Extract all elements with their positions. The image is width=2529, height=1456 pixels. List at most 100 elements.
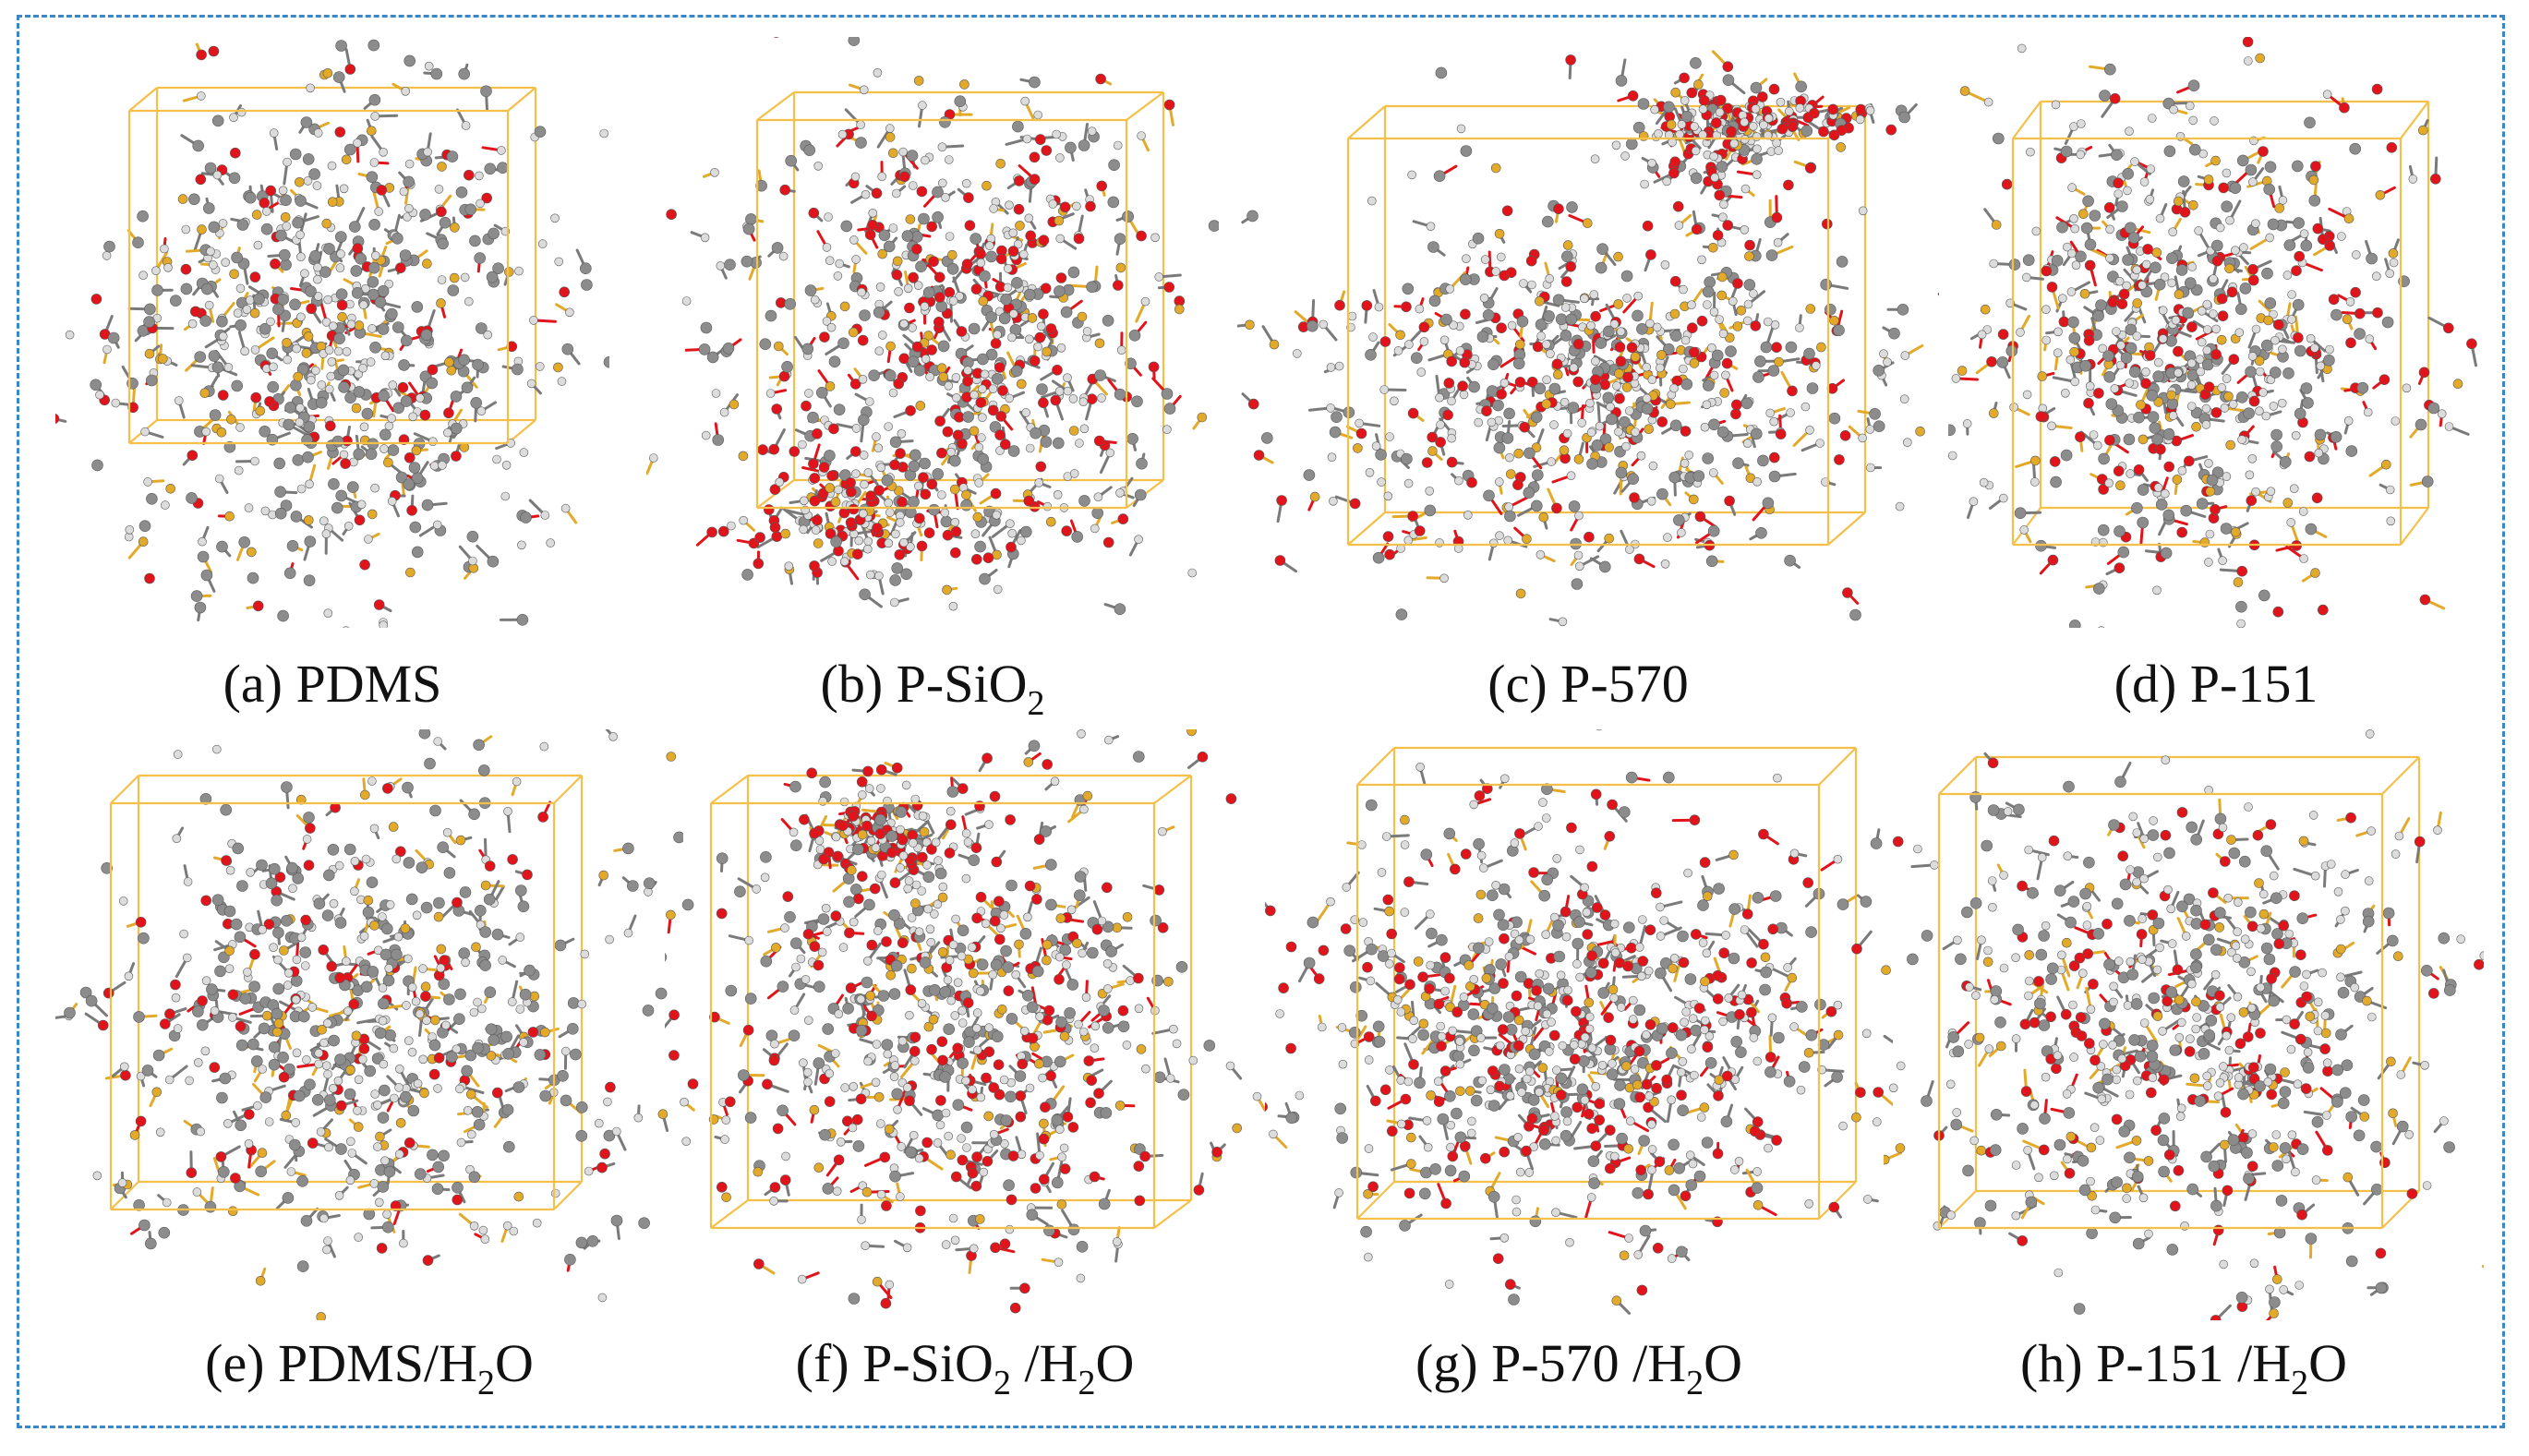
oxygen-atom (2418, 367, 2430, 379)
carbon-atom (946, 263, 959, 275)
hydrogen-atom (136, 1071, 146, 1081)
carbon-atom (369, 341, 381, 354)
carbon-atom (283, 418, 295, 431)
oxygen-atom (187, 450, 199, 462)
carbon-atom (1754, 355, 1766, 367)
carbon-atom (2153, 278, 2166, 291)
carbon-atom (292, 453, 305, 466)
hydrogen-atom (700, 233, 710, 243)
silicon-atom (422, 259, 432, 269)
oxygen-atom (2083, 334, 2095, 346)
hydrogen-atom (1574, 511, 1584, 521)
hydrogen-atom (898, 147, 908, 157)
carbon-atom (286, 539, 299, 552)
oxygen-atom (2210, 349, 2222, 360)
carbon-atom (223, 905, 236, 918)
hydrogen-atom (2194, 226, 2203, 235)
hydrogen-atom (1055, 234, 1066, 244)
carbon-atom (977, 353, 989, 366)
silicon-atom (839, 301, 850, 312)
carbon-atom (1888, 327, 1900, 340)
hydrogen-atom (1329, 496, 1338, 506)
hydrogen-atom (1371, 441, 1381, 451)
oxygen-atom (1669, 156, 1681, 168)
oxygen-atom (1818, 126, 1829, 138)
silicon-atom (303, 515, 314, 525)
carbon-atom (447, 284, 460, 296)
hydrogen-atom (2168, 411, 2178, 421)
hydrogen-atom (1496, 252, 1506, 262)
hydrogen-atom (164, 1075, 175, 1085)
silicon-atom (2030, 455, 2041, 466)
oxygen-atom (274, 872, 286, 883)
silicon-atom (1505, 469, 1516, 479)
oxygen-atom (2378, 374, 2391, 386)
hydrogen-atom (1749, 289, 1758, 298)
carbon-atom (1036, 383, 1048, 395)
carbon-atom (745, 213, 757, 225)
hydrogen-atom (369, 824, 379, 834)
hydrogen-atom (390, 1093, 399, 1103)
oxygen-atom (2210, 407, 2222, 418)
oxygen-atom (1443, 378, 1455, 389)
hydrogen-atom (2026, 147, 2035, 157)
carbon-atom (328, 477, 340, 490)
carbon-atom (858, 414, 870, 427)
carbon-atom (1114, 603, 1126, 616)
carbon-atom (1054, 285, 1066, 297)
silicon-atom (1665, 399, 1676, 410)
oxygen-atom (1730, 399, 1742, 411)
oxygen-atom (1029, 355, 1041, 367)
carbon-atom (2051, 255, 2064, 267)
hydrogen-atom (899, 319, 909, 329)
panel-b: (b) P-SiO2 (646, 37, 1219, 721)
carbon-atom (443, 993, 455, 1005)
hydrogen-atom (2337, 232, 2346, 241)
carbon-atom (403, 175, 415, 188)
oxygen-atom (2210, 503, 2221, 515)
silicon-atom (353, 1122, 364, 1132)
silicon-atom (813, 538, 824, 548)
oxygen-atom (209, 1062, 221, 1073)
carbon-atom (516, 613, 529, 626)
oxygen-atom (359, 559, 370, 571)
oxygen-atom (127, 402, 138, 414)
oxygen-atom (1691, 223, 1703, 235)
hydrogen-atom (1347, 311, 1357, 321)
carbon-atom (2421, 475, 2434, 487)
oxygen-atom (1136, 230, 1147, 242)
oxygen-atom (987, 404, 999, 416)
hydrogen-atom (2316, 361, 2326, 371)
carbon-atom (581, 279, 593, 291)
hydrogen-atom (863, 536, 873, 547)
hydrogen-atom (1648, 461, 1658, 471)
carbon-atom (2294, 344, 2306, 357)
carbon-atom (1755, 526, 1767, 539)
hydrogen-atom (306, 83, 315, 93)
carbon-atom (1548, 382, 1561, 395)
carbon-atom (969, 233, 982, 245)
carbon-atom (245, 191, 257, 204)
hydrogen-atom (1459, 390, 1469, 400)
hydrogen-atom (2222, 374, 2232, 383)
carbon-atom (2258, 589, 2270, 602)
hydrogen-atom (212, 170, 223, 180)
hydrogen-atom (1719, 199, 1728, 210)
carbon-atom (2084, 238, 2097, 251)
oxygen-atom (559, 286, 571, 298)
carbon-atom (979, 270, 991, 283)
hydrogen-atom (1504, 502, 1514, 511)
hydrogen-atom (976, 258, 986, 268)
hydrogen-atom (1078, 397, 1089, 407)
hydrogen-atom (292, 955, 302, 965)
hydrogen-atom (951, 373, 961, 382)
carbon-atom (379, 428, 391, 441)
carbon-atom (2302, 397, 2314, 409)
carbon-atom (884, 369, 897, 382)
hydrogen-atom (179, 929, 188, 939)
carbon-atom (1757, 454, 1769, 467)
oxygen-atom (818, 462, 830, 473)
carbon-atom (2267, 218, 2280, 231)
simulation-box-back (2012, 100, 2430, 546)
oxygen-atom (1276, 495, 1287, 506)
